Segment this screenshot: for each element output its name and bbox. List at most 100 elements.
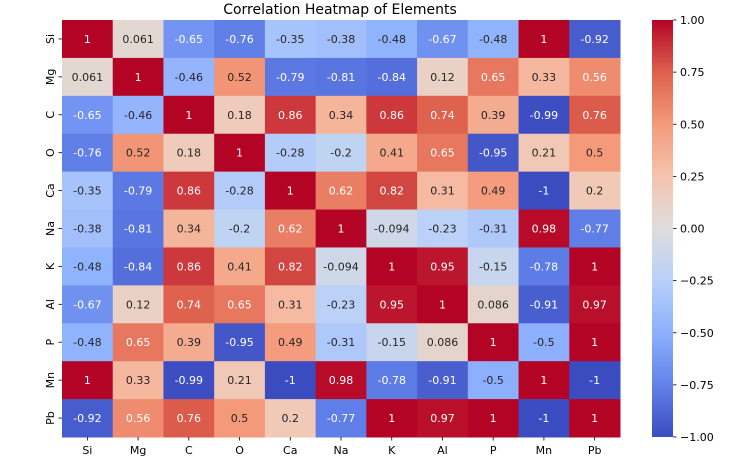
heatmap-cell-p-o: -0.95 <box>214 323 266 362</box>
heatmap-cell-o-si: -0.76 <box>62 133 114 173</box>
heatmap-cell-rect <box>518 57 570 97</box>
heatmap-cell-si-k: -0.48 <box>366 20 418 59</box>
heatmap-cell-rect <box>467 247 520 286</box>
heatmap-cell-c-o: 0.18 <box>214 95 266 135</box>
heatmap-cell-rect <box>569 209 621 248</box>
heatmap-cell-label: -0.23 <box>327 298 355 311</box>
heatmap-cell-rect <box>62 247 114 286</box>
heatmap-cell-label: 0.74 <box>430 109 455 122</box>
heatmap-cell-al-c: 0.74 <box>163 285 215 324</box>
heatmap-cell-si-si: 1 <box>62 20 114 59</box>
row-label-k: K <box>44 262 57 270</box>
heatmap-cell-label: 0.31 <box>278 298 303 311</box>
heatmap-cell-pb-o: 0.5 <box>214 399 266 438</box>
row-label-pb: Pb <box>44 411 57 425</box>
heatmap-cell-k-k: 1 <box>366 247 418 286</box>
heatmap-cell-mg-mn: 0.33 <box>518 57 570 97</box>
colorbar-gradient <box>652 20 673 437</box>
heatmap-cell-label: -0.48 <box>73 260 101 273</box>
heatmap-cell-k-ca: 0.82 <box>264 247 317 286</box>
heatmap-cell-c-c: 1 <box>163 95 215 135</box>
heatmap-cell-label: -0.76 <box>225 33 253 46</box>
heatmap-cell-label: 1 <box>388 260 395 273</box>
heatmap-cell-rect <box>569 399 621 438</box>
heatmap-cell-label: -0.094 <box>374 223 409 236</box>
heatmap-cell-ca-si: -0.35 <box>62 171 114 211</box>
heatmap-cell-label: -0.35 <box>276 33 304 46</box>
heatmap-cell-label: 0.5 <box>231 412 249 425</box>
heatmap-cell-na-pb: -0.77 <box>569 209 621 248</box>
heatmap-cell-si-o: -0.76 <box>214 20 266 59</box>
heatmap-cell-rect <box>214 171 266 211</box>
heatmap-cell-rect <box>417 57 469 97</box>
heatmap-cell-rect <box>214 57 266 97</box>
heatmap-cell-k-o: 0.41 <box>214 247 266 286</box>
heatmap-cell-mg-pb: 0.56 <box>569 57 621 97</box>
heatmap-cell-o-k: 0.41 <box>366 133 418 173</box>
heatmap-cell-label: -0.48 <box>73 336 101 349</box>
heatmap-cell-label: 0.86 <box>278 109 303 122</box>
heatmap-cell-label: 0.74 <box>177 298 202 311</box>
colorbar-tick-label: −0.75 <box>680 379 714 392</box>
heatmap-cell-na-mn: 0.98 <box>518 209 570 248</box>
heatmap-cell-mn-p: -0.5 <box>467 361 520 400</box>
heatmap-cell-o-ca: -0.28 <box>264 133 317 173</box>
heatmap-cell-rect <box>569 20 621 59</box>
heatmap-cell-rect <box>214 361 266 400</box>
heatmap-cell-c-pb: 0.76 <box>569 95 621 135</box>
heatmap-cell-rect <box>518 133 570 173</box>
heatmap-cell-al-k: 0.95 <box>366 285 418 324</box>
heatmap-cell-rect <box>366 171 418 211</box>
column-label-ca: Ca <box>283 444 297 457</box>
heatmap-cell-label: 1 <box>540 33 547 46</box>
heatmap-cell-si-al: -0.67 <box>417 20 469 59</box>
heatmap-cell-na-p: -0.31 <box>467 209 520 248</box>
heatmap-cell-rect <box>417 95 469 135</box>
heatmap-cell-label: 0.49 <box>481 185 506 198</box>
heatmap-cells: 1 0.061 -0.65 -0.76 -0.35 -0.38 -0.48 -0.67 -0.4… <box>62 20 621 438</box>
heatmap-cell-rect <box>163 323 215 362</box>
heatmap-cell-pb-k: 1 <box>366 399 418 438</box>
heatmap-cell-mn-k: -0.78 <box>366 361 418 400</box>
heatmap-cell-label: -0.91 <box>428 374 456 387</box>
heatmap-cell-label: -0.15 <box>479 260 507 273</box>
heatmap-cell-label: 0.98 <box>329 374 354 387</box>
row-label-c: C <box>44 111 57 119</box>
heatmap-cell-rect <box>467 209 520 248</box>
row-labels: Si Mg C O Ca Na K Al P Mn Pb <box>44 34 62 425</box>
heatmap-cell-p-mn: -0.5 <box>518 323 570 362</box>
heatmap-cell-rect <box>214 95 266 135</box>
heatmap-cell-label: 1 <box>236 147 243 160</box>
heatmap-cell-rect <box>264 209 317 248</box>
heatmap-cell-label: 0.39 <box>481 109 506 122</box>
heatmap-cell-label: 0.21 <box>532 147 557 160</box>
heatmap-cell-label: 0.33 <box>532 71 557 84</box>
heatmap-cell-label: 1 <box>591 412 598 425</box>
heatmap-cell-rect <box>569 171 621 211</box>
heatmap-cell-rect <box>315 171 367 211</box>
row-label-p: P <box>44 339 57 346</box>
heatmap-cell-label: 0.62 <box>329 185 354 198</box>
heatmap-cell-label: -0.094 <box>323 260 358 273</box>
colorbar-tick-label: 0.50 <box>680 118 705 131</box>
heatmap-cell-label: 0.62 <box>278 223 303 236</box>
heatmap-cell-rect <box>112 57 164 97</box>
heatmap-cell-rect <box>264 247 317 286</box>
heatmap-cell-rect <box>264 20 317 59</box>
heatmap-cell-rect <box>417 399 469 438</box>
heatmap-cell-na-ca: 0.62 <box>264 209 317 248</box>
heatmap-cell-al-mg: 0.12 <box>112 285 164 324</box>
heatmap-cell-rect <box>214 20 266 59</box>
heatmap-cell-rect <box>518 171 570 211</box>
heatmap-cell-label: 0.65 <box>430 147 455 160</box>
heatmap-cell-label: -0.79 <box>276 71 304 84</box>
heatmap-cell-rect <box>163 57 215 97</box>
heatmap-cell-o-na: -0.2 <box>315 133 367 173</box>
heatmap-cell-rect <box>62 323 114 362</box>
heatmap-cell-rect <box>518 361 570 400</box>
heatmap-cell-rect <box>569 361 621 400</box>
heatmap-cell-label: -0.48 <box>377 33 405 46</box>
heatmap-cell-label: -0.31 <box>327 336 355 349</box>
heatmap-cell-al-na: -0.23 <box>315 285 367 324</box>
heatmap-cell-rect <box>417 209 469 248</box>
